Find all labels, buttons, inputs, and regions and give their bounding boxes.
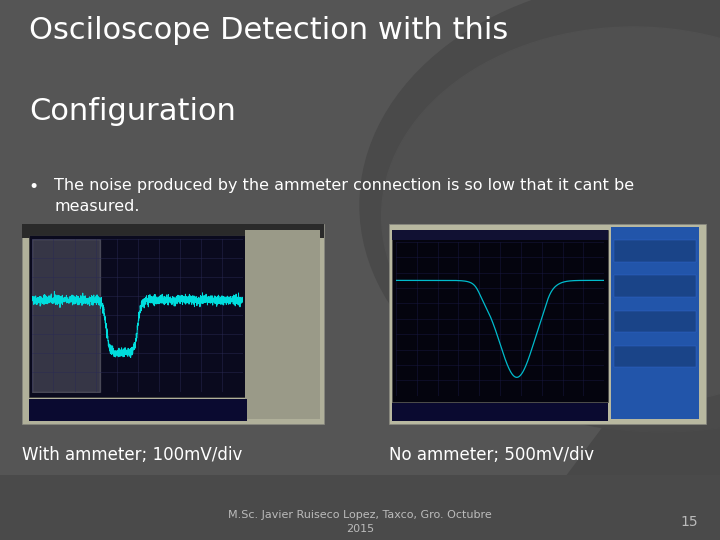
- Bar: [614, 346, 696, 367]
- Bar: [0, 475, 720, 540]
- Text: The noise produced by the ammeter connection is so low that it cant be
measured.: The noise produced by the ammeter connec…: [54, 178, 634, 214]
- Polygon shape: [518, 270, 720, 540]
- Polygon shape: [468, 0, 720, 405]
- Bar: [614, 275, 696, 297]
- Text: No ammeter; 500mV/div: No ammeter; 500mV/div: [389, 446, 594, 463]
- Bar: [22, 224, 324, 238]
- Text: 15: 15: [681, 515, 698, 529]
- Bar: [392, 230, 608, 402]
- Bar: [611, 227, 699, 418]
- Text: •: •: [29, 178, 39, 196]
- Bar: [614, 310, 696, 332]
- Text: M.Sc. Javier Ruiseco Lopez, Taxco, Gro. Octubre
2015: M.Sc. Javier Ruiseco Lopez, Taxco, Gro. …: [228, 510, 492, 534]
- Circle shape: [382, 27, 720, 405]
- Bar: [389, 224, 706, 424]
- Bar: [29, 399, 246, 421]
- Text: Osciloscope Detection with this: Osciloscope Detection with this: [29, 16, 508, 45]
- Bar: [29, 235, 246, 397]
- Bar: [392, 403, 608, 421]
- Text: Configuration: Configuration: [29, 97, 235, 126]
- Bar: [246, 230, 320, 418]
- Bar: [614, 240, 696, 262]
- Circle shape: [360, 0, 720, 432]
- Bar: [22, 224, 324, 424]
- Text: With ammeter; 100mV/div: With ammeter; 100mV/div: [22, 446, 242, 463]
- Bar: [392, 230, 608, 240]
